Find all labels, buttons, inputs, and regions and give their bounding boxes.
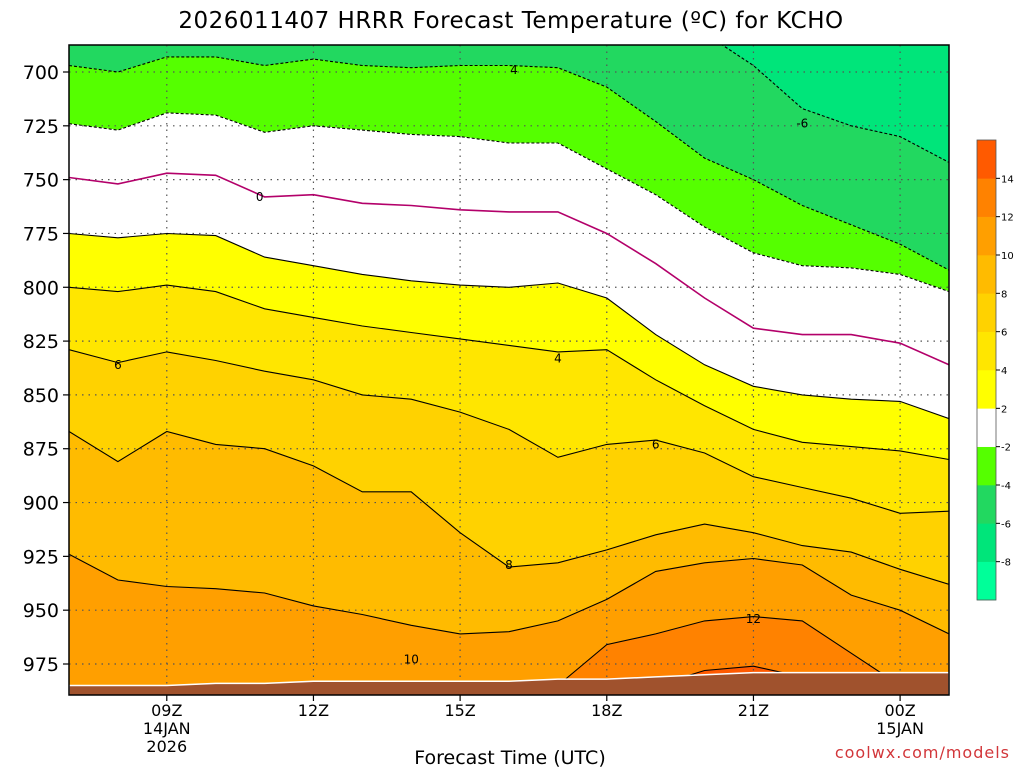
colorbar-swatch-1: [977, 523, 996, 562]
colorbar-tick--4: -4: [1001, 481, 1011, 492]
colorbar-swatch-5: [977, 370, 996, 409]
terrain: [69, 671, 949, 695]
plot-frame: [68, 44, 950, 696]
pressure-axis: 700 725 750 775 800 825 850 875 900 925 950 975: [23, 62, 69, 676]
x-tick-label-12Z: 12Z: [298, 701, 329, 720]
temperature-bands: [69, 45, 949, 695]
colorbar-swatch-8: [977, 255, 996, 294]
isotherm--2: [69, 112, 949, 293]
y-tick-label-925: 925: [23, 546, 59, 568]
colorbar-swatch-10: [977, 178, 996, 217]
contour-label-7: 12: [746, 612, 761, 626]
isotherm-4: [69, 284, 949, 461]
y-tick-label-850: 850: [23, 385, 59, 407]
colorbar-swatch-4: [977, 408, 996, 447]
colorbar-tick-6: 6: [1001, 328, 1007, 339]
isotherm-2: [69, 232, 949, 420]
colorbar-tick-8: 8: [1001, 289, 1007, 300]
colorbar-swatch-0: [977, 561, 996, 601]
x-tick-label-14JAN: 14JAN: [143, 719, 191, 738]
isotherm-6: [69, 349, 949, 514]
contour-label-3: 4: [554, 351, 562, 365]
y-tick-label-975: 975: [23, 654, 59, 676]
isotherm-10: [69, 553, 949, 635]
contour-label-6: 8: [505, 558, 513, 572]
colorbar-swatch-11: [977, 140, 996, 179]
x-tick-label-09Z: 09Z: [151, 701, 182, 720]
colorbar-tick-10: 10: [1001, 251, 1014, 262]
y-tick-label-800: 800: [23, 277, 59, 299]
y-tick-label-700: 700: [23, 62, 59, 84]
band-below-minus6: [721, 45, 949, 163]
y-tick-label-875: 875: [23, 439, 59, 461]
chart-title: 2026011407 HRRR Forecast Temperature (ºC…: [178, 8, 843, 34]
colorbar-swatch-7: [977, 293, 996, 332]
isotherm-0: [69, 172, 949, 366]
x-tick-label-21Z: 21Z: [738, 701, 769, 720]
colorbar-tick-12: 12: [1001, 213, 1014, 224]
contour-label-1: -6: [796, 117, 808, 131]
colorbar-swatch-9: [977, 216, 996, 256]
colorbar-tick--8: -8: [1001, 558, 1011, 569]
isotherm-8: [69, 430, 949, 585]
x-tick-label-2026: 2026: [146, 737, 187, 756]
contour-label-2: 0: [256, 190, 264, 204]
contour-label-8: 10: [404, 653, 419, 667]
colorbar: -8 -6 -4 -2 2 4 6 8 10 12 14: [976, 139, 1014, 601]
x-tick-label-15Z: 15Z: [444, 701, 475, 720]
colorbar-tick-4: 4: [1001, 366, 1007, 377]
colorbar-tick-2: 2: [1001, 404, 1007, 415]
grid-lines: [69, 45, 949, 695]
credit-text: coolwx.com/models: [835, 743, 1010, 762]
ground-surface: [69, 671, 949, 695]
colorbar-swatch-6: [977, 331, 996, 371]
y-tick-label-775: 775: [23, 223, 59, 245]
colorbar-tick--6: -6: [1001, 519, 1011, 530]
colorbar-swatch-3: [977, 446, 996, 486]
contour-labels: 4 -6 0 4 6 6 8 12 10: [114, 63, 808, 667]
x-tick-label-00Z: 00Z: [884, 701, 915, 720]
contour-label-4: 6: [114, 358, 122, 372]
colorbar-tick-14: 14: [1001, 174, 1014, 185]
colorbar-swatch-2: [977, 485, 996, 524]
x-tick-label-15JAN: 15JAN: [876, 719, 924, 738]
plot-area: 4 -6 0 4 6 6 8 12 10: [69, 45, 949, 695]
isotherm--4: [69, 56, 949, 271]
y-tick-label-950: 950: [23, 600, 59, 622]
colorbar-tick--2: -2: [1001, 443, 1011, 454]
y-tick-label-900: 900: [23, 493, 59, 515]
y-tick-label-750: 750: [23, 170, 59, 192]
x-tick-label-18Z: 18Z: [591, 701, 622, 720]
contour-label-0: 4: [510, 63, 518, 77]
y-tick-label-825: 825: [23, 331, 59, 353]
contour-label-5: 6: [652, 437, 660, 451]
x-axis-label: Forecast Time (UTC): [414, 747, 605, 768]
y-tick-label-725: 725: [23, 116, 59, 138]
